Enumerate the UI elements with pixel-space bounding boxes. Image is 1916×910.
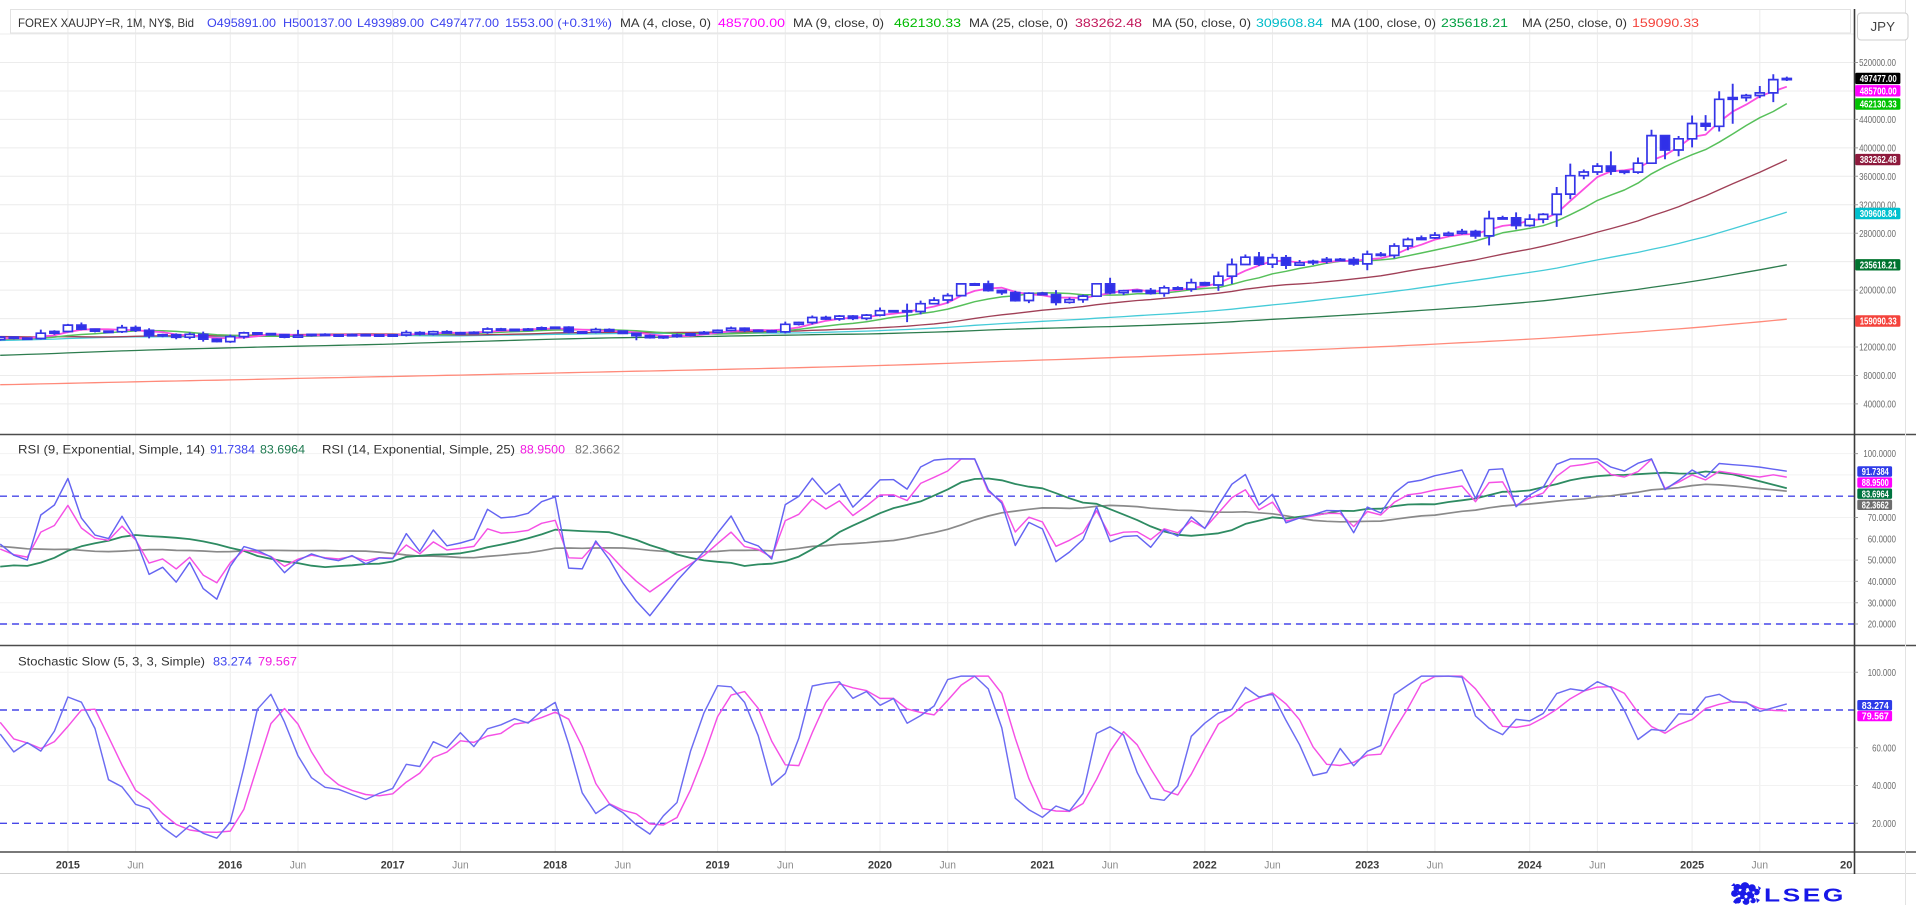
svg-text:2015: 2015 bbox=[56, 860, 80, 872]
svg-text:2024: 2024 bbox=[1518, 860, 1543, 872]
svg-text:309608.84: 309608.84 bbox=[1256, 16, 1323, 30]
svg-text:159090.33: 159090.33 bbox=[1632, 16, 1699, 30]
svg-text:1553.00 (+0.31%): 1553.00 (+0.31%) bbox=[505, 16, 612, 30]
svg-text:2021: 2021 bbox=[1030, 860, 1054, 872]
svg-text:2018: 2018 bbox=[543, 860, 567, 872]
svg-text:Jun: Jun bbox=[1102, 860, 1119, 872]
svg-text:280000.00: 280000.00 bbox=[1859, 228, 1896, 240]
svg-text:159090.33: 159090.33 bbox=[1860, 317, 1897, 328]
svg-text:RSI (14, Exponential, Simple,: RSI (14, Exponential, Simple, 25) bbox=[322, 443, 515, 457]
svg-text:RSI (9, Exponential, Simple, 1: RSI (9, Exponential, Simple, 14) bbox=[18, 443, 205, 457]
svg-text:Jun: Jun bbox=[615, 860, 632, 872]
svg-text:Jun: Jun bbox=[127, 860, 144, 872]
svg-text:MA (100, close, 0): MA (100, close, 0) bbox=[1331, 16, 1436, 30]
svg-text:Jun: Jun bbox=[290, 860, 307, 872]
svg-text:C497477.00: C497477.00 bbox=[430, 16, 499, 30]
svg-text:400000.00: 400000.00 bbox=[1859, 143, 1896, 155]
svg-text:360000.00: 360000.00 bbox=[1859, 171, 1896, 183]
svg-text:309608.84: 309608.84 bbox=[1860, 209, 1897, 220]
svg-text:485700.00: 485700.00 bbox=[1860, 86, 1897, 97]
svg-text:Stochastic Slow (5, 3, 3, Simp: Stochastic Slow (5, 3, 3, Simple) bbox=[18, 655, 205, 669]
svg-text:462130.33: 462130.33 bbox=[894, 16, 961, 30]
svg-text:485700.00: 485700.00 bbox=[718, 16, 785, 30]
svg-text:83.6964: 83.6964 bbox=[260, 443, 305, 457]
svg-text:20: 20 bbox=[1840, 860, 1853, 872]
svg-text:2016: 2016 bbox=[218, 860, 242, 872]
svg-text:100.000: 100.000 bbox=[1868, 667, 1896, 679]
svg-text:30.0000: 30.0000 bbox=[1868, 597, 1896, 609]
svg-text:MA (250, close, 0): MA (250, close, 0) bbox=[1522, 16, 1627, 30]
svg-text:235618.21: 235618.21 bbox=[1441, 16, 1508, 30]
svg-text:462130.33: 462130.33 bbox=[1860, 100, 1897, 111]
svg-text:H500137.00: H500137.00 bbox=[283, 16, 352, 30]
svg-text:FOREX XAUJPY=R, 1M, NY$, Bid: FOREX XAUJPY=R, 1M, NY$, Bid bbox=[18, 16, 194, 30]
svg-text:20.0000: 20.0000 bbox=[1868, 619, 1896, 631]
svg-text:88.9500: 88.9500 bbox=[1862, 478, 1889, 489]
svg-text:2020: 2020 bbox=[868, 860, 892, 872]
svg-text:82.3662: 82.3662 bbox=[1862, 500, 1889, 511]
svg-text:2022: 2022 bbox=[1193, 860, 1217, 872]
svg-text:120000.00: 120000.00 bbox=[1859, 342, 1896, 354]
svg-text:80000.00: 80000.00 bbox=[1863, 370, 1896, 382]
svg-text:83.274: 83.274 bbox=[1862, 701, 1889, 712]
svg-text:40.0000: 40.0000 bbox=[1868, 576, 1896, 588]
svg-text:83.6964: 83.6964 bbox=[1862, 489, 1889, 500]
svg-text:88.9500: 88.9500 bbox=[520, 443, 565, 457]
svg-text:LSEG: LSEG bbox=[1764, 885, 1846, 906]
svg-text:440000.00: 440000.00 bbox=[1859, 114, 1896, 126]
svg-text:40.000: 40.000 bbox=[1872, 780, 1896, 792]
svg-text:Jun: Jun bbox=[1264, 860, 1281, 872]
svg-text:MA (4, close, 0): MA (4, close, 0) bbox=[620, 16, 711, 30]
svg-text:2019: 2019 bbox=[706, 860, 730, 872]
svg-text:JPY: JPY bbox=[1871, 19, 1896, 34]
svg-text:Jun: Jun bbox=[777, 860, 794, 872]
svg-text:Jun: Jun bbox=[1752, 860, 1769, 872]
svg-text:383262.48: 383262.48 bbox=[1860, 155, 1897, 166]
svg-text:60.0000: 60.0000 bbox=[1868, 533, 1896, 545]
svg-text:Jun: Jun bbox=[939, 860, 956, 872]
svg-text:40000.00: 40000.00 bbox=[1863, 399, 1896, 411]
svg-text:83.274: 83.274 bbox=[213, 655, 252, 669]
svg-text:50.0000: 50.0000 bbox=[1868, 555, 1896, 567]
svg-text:L493989.00: L493989.00 bbox=[357, 16, 424, 30]
svg-text:91.7384: 91.7384 bbox=[210, 443, 255, 457]
svg-text:383262.48: 383262.48 bbox=[1075, 16, 1142, 30]
svg-text:79.567: 79.567 bbox=[1862, 712, 1889, 723]
svg-text:2017: 2017 bbox=[381, 860, 405, 872]
svg-text:MA (9, close, 0): MA (9, close, 0) bbox=[793, 16, 884, 30]
svg-text:520000.00: 520000.00 bbox=[1859, 57, 1896, 69]
svg-text:79.567: 79.567 bbox=[258, 655, 297, 669]
svg-text:MA (50, close, 0): MA (50, close, 0) bbox=[1152, 16, 1251, 30]
svg-text:82.3662: 82.3662 bbox=[575, 443, 620, 457]
svg-text:MA (25, close, 0): MA (25, close, 0) bbox=[969, 16, 1068, 30]
svg-text:100.0000: 100.0000 bbox=[1863, 448, 1896, 460]
svg-text:Jun: Jun bbox=[452, 860, 469, 872]
svg-text:2025: 2025 bbox=[1680, 860, 1704, 872]
svg-text:497477.00: 497477.00 bbox=[1860, 74, 1897, 85]
svg-text:O495891.00: O495891.00 bbox=[207, 16, 276, 30]
svg-text:200000.00: 200000.00 bbox=[1859, 285, 1896, 297]
svg-text:Jun: Jun bbox=[1589, 860, 1606, 872]
svg-text:20.000: 20.000 bbox=[1872, 818, 1896, 830]
svg-text:70.0000: 70.0000 bbox=[1868, 512, 1896, 524]
svg-text:Jun: Jun bbox=[1427, 860, 1444, 872]
svg-text:235618.21: 235618.21 bbox=[1860, 260, 1897, 271]
svg-text:91.7384: 91.7384 bbox=[1862, 467, 1889, 478]
svg-text:2023: 2023 bbox=[1355, 860, 1379, 872]
svg-text:60.000: 60.000 bbox=[1872, 742, 1896, 754]
